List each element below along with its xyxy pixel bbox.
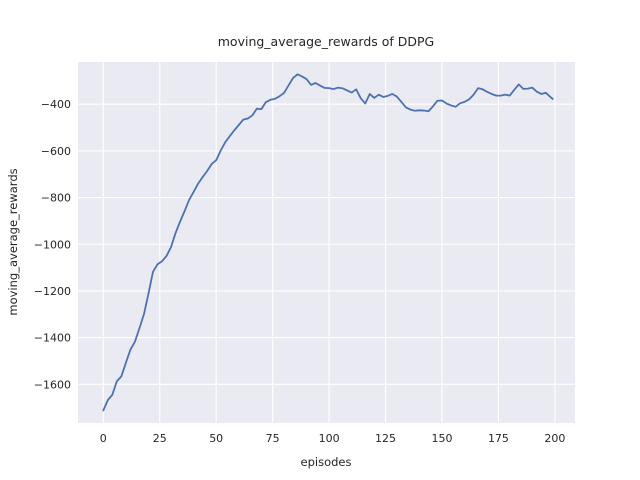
y-tick-labels: −400 −600 −800 −1000 −1200 −1400 −1600 [34,98,71,391]
x-tick-label: 175 [488,432,509,445]
x-tick-label: 100 [319,432,340,445]
x-tick-label: 0 [100,432,107,445]
x-tick-label: 50 [209,432,223,445]
plot-area [78,62,575,423]
y-tick-label: −1200 [34,285,71,298]
series-group [102,73,554,412]
vertical-gridlines [102,62,556,423]
x-tick-label: 200 [544,432,565,445]
y-tick-label: −600 [41,145,71,158]
x-tick-label: 75 [266,432,280,445]
y-axis-label: moving_average_rewards [6,168,20,315]
x-tick-label: 125 [375,432,396,445]
y-tick-label: −400 [41,98,71,111]
y-tick-label: −1600 [34,378,71,391]
chart-title: moving_average_rewards of DDPG [218,34,435,49]
x-tick-label: 25 [153,432,167,445]
y-tick-label: −1000 [34,238,71,251]
y-tick-label: −800 [41,192,71,205]
x-tick-label: 150 [432,432,453,445]
horizontal-gridlines [78,103,575,385]
y-tick-label: −1400 [34,332,71,345]
ddpg-series-line [102,73,554,412]
x-tick-labels: 0 25 50 75 100 125 150 175 200 [100,432,566,445]
x-axis-label: episodes [301,455,352,469]
